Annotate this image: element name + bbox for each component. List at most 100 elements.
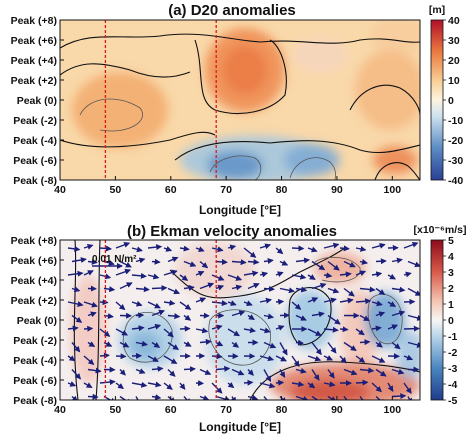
- wind-vector: [135, 257, 146, 264]
- colorbar-tick-label: -1: [448, 331, 457, 343]
- wind-vector: [371, 242, 386, 249]
- wind-vector: [183, 366, 196, 373]
- wind-vector: [83, 301, 98, 308]
- colorbar-tick-label: 20: [448, 55, 460, 67]
- wind-vector: [339, 245, 350, 252]
- wind-vector: [263, 341, 277, 349]
- wind-vector: [135, 340, 148, 347]
- wind-vector: [291, 381, 305, 388]
- wind-vector: [275, 298, 285, 305]
- wind-vector: [71, 257, 87, 263]
- wind-vector: [183, 284, 195, 291]
- wind-vector: [327, 342, 337, 354]
- wind-vector: [199, 395, 210, 400]
- wind-vector: [151, 285, 168, 292]
- colorbar-tick-label: -5: [448, 395, 457, 407]
- wind-vector: [307, 274, 316, 280]
- panel-b-wind-vectors: [67, 241, 420, 400]
- colorbar-tick-label: 40: [448, 15, 460, 27]
- wind-vector: [103, 341, 113, 347]
- wind-vector: [99, 379, 116, 386]
- wind-vector: [343, 368, 358, 376]
- x-tick-label: 40: [54, 404, 66, 416]
- x-tick-label: 60: [165, 404, 177, 416]
- wind-vector: [71, 342, 81, 353]
- wind-vector: [339, 326, 349, 333]
- wind-vector: [291, 273, 307, 280]
- wind-vector: [295, 257, 311, 264]
- wind-vector: [67, 355, 76, 362]
- wind-vector: [327, 369, 335, 379]
- wind-vector: [259, 355, 274, 362]
- wind-vector: [147, 355, 159, 362]
- wind-vector: [67, 381, 77, 387]
- wind-vector: [215, 258, 228, 265]
- wind-vector: [247, 314, 255, 320]
- colorbar-tick-label: 2: [448, 283, 454, 295]
- wind-vector: [195, 270, 205, 277]
- panel-b-colorbar-unit: [x10⁻⁶m/s]: [414, 224, 467, 236]
- wind-vector: [147, 301, 161, 309]
- wind-vector: [147, 381, 162, 388]
- wind-vector: [71, 369, 82, 380]
- wind-vector: [183, 260, 197, 267]
- panel-a-colorbar: [430, 19, 444, 181]
- wind-vector: [263, 258, 274, 264]
- wind-vector: [151, 309, 165, 317]
- wind-vector: [291, 301, 302, 310]
- wind-vector: [311, 369, 320, 381]
- wind-vector: [343, 260, 356, 268]
- wind-vector: [183, 341, 192, 347]
- wind-vector: [247, 369, 254, 376]
- panel-a-field: [60, 20, 420, 180]
- wind-vector: [359, 314, 370, 322]
- wind-vector: [163, 355, 178, 365]
- wind-vector: [343, 287, 355, 297]
- wind-vector: [391, 341, 401, 350]
- wind-vector: [195, 246, 205, 252]
- panel-a-x-axis: 40 50 60 70 80 90 100: [54, 176, 401, 196]
- x-tick-label: 100: [384, 184, 402, 196]
- wind-vector: [295, 314, 307, 321]
- colorbar-tick-label: -20: [448, 135, 463, 147]
- wind-vector: [403, 241, 419, 249]
- wind-vector: [307, 382, 316, 389]
- wind-vector: [135, 368, 146, 374]
- wind-vector: [355, 246, 367, 252]
- y-tick-label: Peak (-8): [13, 395, 57, 407]
- wind-vector: [71, 286, 81, 293]
- wind-vector: [211, 274, 225, 281]
- wind-vector: [247, 259, 260, 265]
- wind-vector: [231, 284, 243, 291]
- colorbar-tick-label: -30: [448, 155, 463, 167]
- wind-vector: [67, 270, 84, 277]
- wind-vector: [231, 310, 246, 317]
- x-tick-label: 90: [331, 404, 343, 416]
- wind-vector: [115, 382, 124, 390]
- wind-vector: [323, 297, 337, 304]
- wind-vector: [199, 260, 209, 269]
- wind-vector: [403, 325, 420, 332]
- wind-vector: [291, 355, 300, 368]
- wind-vector: [343, 341, 357, 351]
- wind-vector: [71, 395, 78, 400]
- wind-vector: [99, 328, 111, 337]
- wind-vector: [279, 287, 295, 294]
- colorbar-tick-label: -40: [448, 175, 463, 187]
- wind-vector: [355, 328, 365, 336]
- y-tick-label: Peak (+4): [11, 55, 57, 67]
- wind-vector: [67, 301, 84, 307]
- wind-vector: [195, 327, 209, 334]
- colorbar-tick-label: 1: [448, 299, 454, 311]
- y-tick-label: Peak (-4): [13, 135, 57, 147]
- wind-vector: [355, 355, 366, 363]
- wind-vector: [163, 382, 173, 390]
- wind-vector: [99, 245, 113, 252]
- wind-vector: [323, 272, 333, 279]
- wind-vector: [147, 323, 162, 330]
- wind-vector: [295, 367, 307, 374]
- wind-vector: [151, 394, 162, 400]
- wind-vector: [195, 297, 207, 303]
- wind-vector: [307, 297, 319, 303]
